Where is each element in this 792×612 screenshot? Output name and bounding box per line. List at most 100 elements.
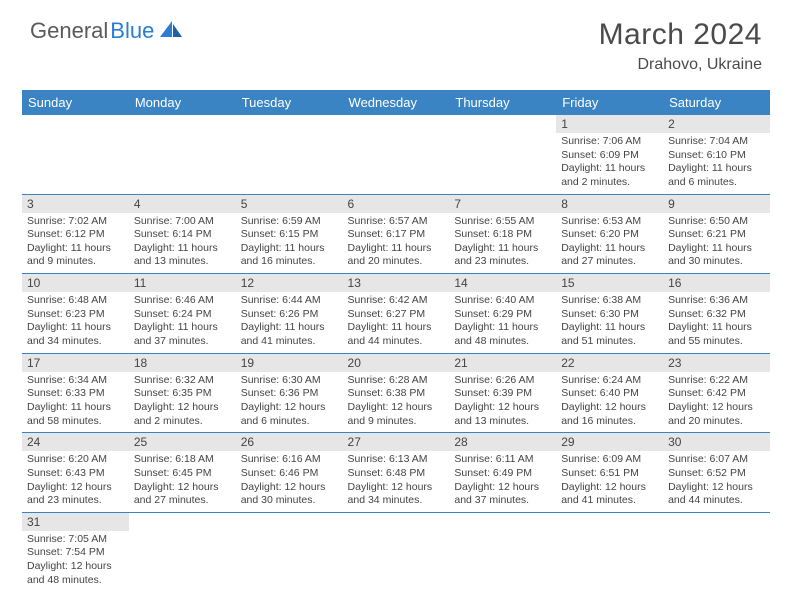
day-details: Sunrise: 6:32 AMSunset: 6:35 PMDaylight:… — [129, 372, 236, 433]
day-cell: 1Sunrise: 7:06 AMSunset: 6:09 PMDaylight… — [556, 115, 663, 194]
day-number: 29 — [556, 433, 663, 451]
day-details: Sunrise: 6:26 AMSunset: 6:39 PMDaylight:… — [449, 372, 556, 433]
day-number: 5 — [236, 195, 343, 213]
day-details: Sunrise: 7:06 AMSunset: 6:09 PMDaylight:… — [556, 133, 663, 194]
logo: GeneralBlue — [30, 18, 184, 44]
day-details: Sunrise: 6:28 AMSunset: 6:38 PMDaylight:… — [343, 372, 450, 433]
day-number: 18 — [129, 354, 236, 372]
day-cell: 12Sunrise: 6:44 AMSunset: 6:26 PMDayligh… — [236, 274, 343, 354]
day-cell: 4Sunrise: 7:00 AMSunset: 6:14 PMDaylight… — [129, 194, 236, 274]
day-details: Sunrise: 6:55 AMSunset: 6:18 PMDaylight:… — [449, 213, 556, 274]
day-cell: 7Sunrise: 6:55 AMSunset: 6:18 PMDaylight… — [449, 194, 556, 274]
day-cell: 11Sunrise: 6:46 AMSunset: 6:24 PMDayligh… — [129, 274, 236, 354]
location: Drahovo, Ukraine — [599, 56, 762, 74]
day-cell: 6Sunrise: 6:57 AMSunset: 6:17 PMDaylight… — [343, 194, 450, 274]
day-details: Sunrise: 6:11 AMSunset: 6:49 PMDaylight:… — [449, 451, 556, 512]
day-details: Sunrise: 6:42 AMSunset: 6:27 PMDaylight:… — [343, 292, 450, 353]
day-number: 30 — [663, 433, 770, 451]
calendar-row: 10Sunrise: 6:48 AMSunset: 6:23 PMDayligh… — [22, 274, 770, 354]
day-header: Saturday — [663, 90, 770, 115]
empty-cell — [129, 512, 236, 591]
day-cell: 19Sunrise: 6:30 AMSunset: 6:36 PMDayligh… — [236, 353, 343, 433]
day-number: 11 — [129, 274, 236, 292]
day-details: Sunrise: 6:13 AMSunset: 6:48 PMDaylight:… — [343, 451, 450, 512]
day-details: Sunrise: 7:05 AMSunset: 7:54 PMDaylight:… — [22, 531, 129, 592]
day-cell: 22Sunrise: 6:24 AMSunset: 6:40 PMDayligh… — [556, 353, 663, 433]
empty-cell — [556, 512, 663, 591]
day-number: 19 — [236, 354, 343, 372]
day-details: Sunrise: 6:38 AMSunset: 6:30 PMDaylight:… — [556, 292, 663, 353]
day-cell: 15Sunrise: 6:38 AMSunset: 6:30 PMDayligh… — [556, 274, 663, 354]
day-cell: 31Sunrise: 7:05 AMSunset: 7:54 PMDayligh… — [22, 512, 129, 591]
day-number: 4 — [129, 195, 236, 213]
day-details: Sunrise: 6:59 AMSunset: 6:15 PMDaylight:… — [236, 213, 343, 274]
day-number: 13 — [343, 274, 450, 292]
empty-cell — [22, 115, 129, 194]
empty-cell — [236, 115, 343, 194]
logo-text-blue: Blue — [110, 18, 154, 44]
day-header: Friday — [556, 90, 663, 115]
day-number: 27 — [343, 433, 450, 451]
day-header: Wednesday — [343, 90, 450, 115]
day-details: Sunrise: 6:07 AMSunset: 6:52 PMDaylight:… — [663, 451, 770, 512]
day-number: 8 — [556, 195, 663, 213]
day-number: 24 — [22, 433, 129, 451]
day-details: Sunrise: 6:09 AMSunset: 6:51 PMDaylight:… — [556, 451, 663, 512]
day-details: Sunrise: 6:53 AMSunset: 6:20 PMDaylight:… — [556, 213, 663, 274]
day-cell: 25Sunrise: 6:18 AMSunset: 6:45 PMDayligh… — [129, 433, 236, 513]
empty-cell — [449, 512, 556, 591]
day-header: Tuesday — [236, 90, 343, 115]
day-details: Sunrise: 6:24 AMSunset: 6:40 PMDaylight:… — [556, 372, 663, 433]
day-cell: 27Sunrise: 6:13 AMSunset: 6:48 PMDayligh… — [343, 433, 450, 513]
calendar-head: SundayMondayTuesdayWednesdayThursdayFrid… — [22, 90, 770, 115]
day-details: Sunrise: 6:22 AMSunset: 6:42 PMDaylight:… — [663, 372, 770, 433]
day-number: 14 — [449, 274, 556, 292]
calendar-row: 17Sunrise: 6:34 AMSunset: 6:33 PMDayligh… — [22, 353, 770, 433]
day-number: 20 — [343, 354, 450, 372]
empty-cell — [236, 512, 343, 591]
day-cell: 5Sunrise: 6:59 AMSunset: 6:15 PMDaylight… — [236, 194, 343, 274]
day-details: Sunrise: 6:50 AMSunset: 6:21 PMDaylight:… — [663, 213, 770, 274]
empty-cell — [449, 115, 556, 194]
day-number: 16 — [663, 274, 770, 292]
day-number: 23 — [663, 354, 770, 372]
day-cell: 20Sunrise: 6:28 AMSunset: 6:38 PMDayligh… — [343, 353, 450, 433]
logo-text-general: General — [30, 18, 108, 44]
day-number: 22 — [556, 354, 663, 372]
day-cell: 14Sunrise: 6:40 AMSunset: 6:29 PMDayligh… — [449, 274, 556, 354]
day-details: Sunrise: 7:04 AMSunset: 6:10 PMDaylight:… — [663, 133, 770, 194]
day-details: Sunrise: 6:34 AMSunset: 6:33 PMDaylight:… — [22, 372, 129, 433]
day-cell: 28Sunrise: 6:11 AMSunset: 6:49 PMDayligh… — [449, 433, 556, 513]
day-cell: 18Sunrise: 6:32 AMSunset: 6:35 PMDayligh… — [129, 353, 236, 433]
empty-cell — [129, 115, 236, 194]
day-details: Sunrise: 6:30 AMSunset: 6:36 PMDaylight:… — [236, 372, 343, 433]
calendar-body: 1Sunrise: 7:06 AMSunset: 6:09 PMDaylight… — [22, 115, 770, 591]
day-cell: 26Sunrise: 6:16 AMSunset: 6:46 PMDayligh… — [236, 433, 343, 513]
empty-cell — [343, 115, 450, 194]
day-details: Sunrise: 6:20 AMSunset: 6:43 PMDaylight:… — [22, 451, 129, 512]
day-number: 9 — [663, 195, 770, 213]
day-number: 17 — [22, 354, 129, 372]
calendar-row: 31Sunrise: 7:05 AMSunset: 7:54 PMDayligh… — [22, 512, 770, 591]
day-number: 12 — [236, 274, 343, 292]
day-number: 21 — [449, 354, 556, 372]
empty-cell — [663, 512, 770, 591]
day-number: 3 — [22, 195, 129, 213]
empty-cell — [343, 512, 450, 591]
calendar-table: SundayMondayTuesdayWednesdayThursdayFrid… — [22, 90, 770, 591]
day-details: Sunrise: 6:18 AMSunset: 6:45 PMDaylight:… — [129, 451, 236, 512]
day-number: 28 — [449, 433, 556, 451]
day-header: Monday — [129, 90, 236, 115]
calendar-row: 1Sunrise: 7:06 AMSunset: 6:09 PMDaylight… — [22, 115, 770, 194]
title-area: March 2024 Drahovo, Ukraine — [599, 18, 762, 74]
day-details: Sunrise: 6:44 AMSunset: 6:26 PMDaylight:… — [236, 292, 343, 353]
day-cell: 17Sunrise: 6:34 AMSunset: 6:33 PMDayligh… — [22, 353, 129, 433]
day-details: Sunrise: 6:57 AMSunset: 6:17 PMDaylight:… — [343, 213, 450, 274]
day-cell: 24Sunrise: 6:20 AMSunset: 6:43 PMDayligh… — [22, 433, 129, 513]
day-details: Sunrise: 6:16 AMSunset: 6:46 PMDaylight:… — [236, 451, 343, 512]
day-number: 2 — [663, 115, 770, 133]
day-number: 25 — [129, 433, 236, 451]
day-details: Sunrise: 6:48 AMSunset: 6:23 PMDaylight:… — [22, 292, 129, 353]
day-cell: 29Sunrise: 6:09 AMSunset: 6:51 PMDayligh… — [556, 433, 663, 513]
calendar-row: 3Sunrise: 7:02 AMSunset: 6:12 PMDaylight… — [22, 194, 770, 274]
